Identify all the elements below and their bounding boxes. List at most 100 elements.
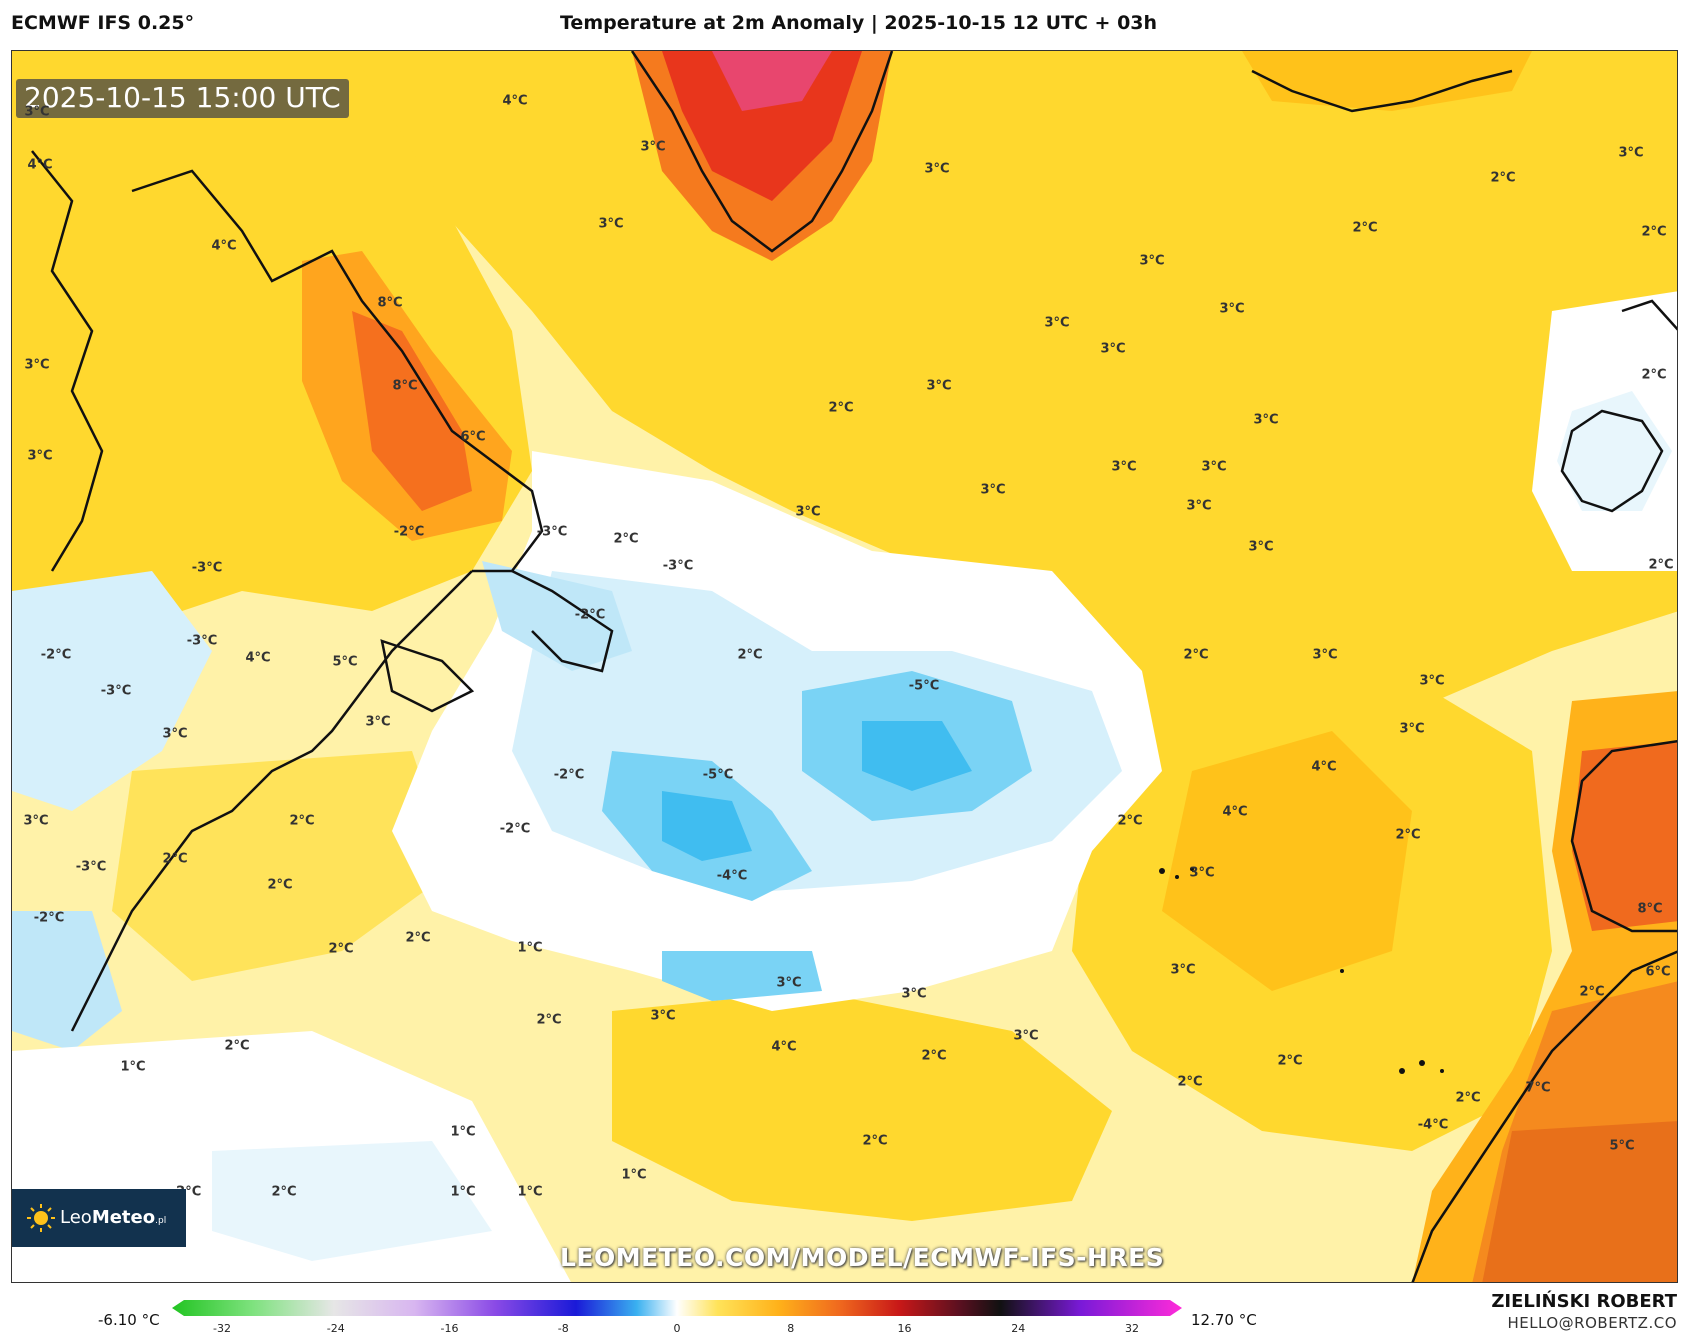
contour-label: 3°C [23, 813, 49, 829]
contour-label: 2°C [536, 1012, 562, 1028]
iceland-warm [1242, 51, 1532, 111]
contour-label: -2°C [393, 524, 425, 540]
warm-zone-south [612, 991, 1112, 1221]
scale-max-label: 12.70 °C [1191, 1311, 1257, 1329]
contour-label: 4°C [1311, 759, 1337, 775]
contour-label: 2°C [1579, 984, 1605, 1000]
contour-label: 3°C [901, 986, 927, 1002]
scale-tick: 0 [673, 1322, 681, 1335]
contour-label: 2°C [405, 930, 431, 946]
contour-label: -2°C [33, 910, 65, 926]
contour-label: 3°C [1312, 647, 1338, 663]
contour-label: 3°C [1139, 253, 1165, 269]
contour-label: 3°C [640, 139, 666, 155]
contour-label: 3°C [27, 448, 53, 464]
contour-label: -3°C [191, 560, 223, 576]
iceland-coast [1251, 69, 1513, 113]
contour-label: -3°C [662, 558, 694, 574]
contour-label: 3°C [365, 714, 391, 730]
leometeo-logo: LeoMeteo.pl [12, 1189, 186, 1247]
contour-label: 5°C [332, 654, 358, 670]
coastlines [31, 51, 1677, 1282]
contour-label: 4°C [211, 238, 237, 254]
contour-label: 2°C [224, 1038, 250, 1054]
contour-label: 3°C [776, 975, 802, 991]
contour-label: 1°C [517, 1184, 543, 1200]
contour-label: -5°C [908, 678, 940, 694]
contour-label: 2°C [1395, 827, 1421, 843]
contour-label: 2°C [1352, 220, 1378, 236]
warm-core-azores [1162, 731, 1412, 991]
contour-label: 2°C [613, 531, 639, 547]
contour-label: 3°C [1013, 1028, 1039, 1044]
us-east-coast [70, 570, 473, 1032]
header: ECMWF IFS 0.25° Temperature at 2m Anomal… [0, 0, 1689, 48]
contour-label: 3°C [926, 378, 952, 394]
contour-label: 3°C [795, 504, 821, 520]
contour-label: -3°C [75, 859, 107, 875]
contour-label: 3°C [24, 104, 50, 120]
contour-label: -3°C [100, 683, 132, 699]
contour-label: 3°C [1186, 498, 1212, 514]
contour-label: 8°C [377, 295, 403, 311]
contour-label: 1°C [120, 1059, 146, 1075]
contour-label: -2°C [40, 647, 72, 663]
labrador-coast [131, 169, 544, 573]
contour-label: 3°C [1170, 962, 1196, 978]
contour-label: 1°C [517, 940, 543, 956]
cool-zone-newfoundland [482, 561, 632, 671]
contour-label: 3°C [1618, 145, 1644, 161]
contour-label: 3°C [1189, 865, 1215, 881]
greenland-coast [630, 51, 894, 253]
contour-label: 3°C [24, 357, 50, 373]
islands [1159, 867, 1444, 1074]
scotland-coast [1621, 299, 1677, 331]
contour-label: 6°C [1645, 964, 1671, 980]
anomaly-field [12, 51, 1677, 1282]
contour-label: 2°C [1648, 557, 1674, 573]
cool-zone-southwest [212, 1141, 492, 1261]
contour-label: 2°C [828, 400, 854, 416]
contour-label: 3°C [650, 1008, 676, 1024]
contour-label: -3°C [186, 633, 218, 649]
contour-label: 2°C [289, 813, 315, 829]
greenland-hot [662, 51, 862, 201]
map-title: Temperature at 2m Anomaly | 2025-10-15 1… [560, 12, 1158, 34]
contour-label: 2°C [1183, 647, 1209, 663]
iberia-coast [1570, 740, 1677, 933]
contour-label: 4°C [27, 157, 53, 173]
contour-label: 2°C [267, 877, 293, 893]
scale-tick: 32 [1125, 1322, 1139, 1335]
scale-tick: -16 [440, 1322, 459, 1335]
contour-label: 2°C [1490, 170, 1516, 186]
author-name: ZIELIŃSKI ROBERT [1491, 1291, 1677, 1312]
legend-bar: -6.10 °C -32 -24 -16- [0, 1285, 1689, 1338]
color-scale [172, 1300, 1182, 1316]
labrador-hot [352, 311, 472, 511]
contour-label: 2°C [737, 647, 763, 663]
author-email: HELLO@ROBERTZ.CO [1507, 1314, 1677, 1332]
newfoundland-coast [511, 569, 614, 673]
map-panel[interactable]: 2025-10-15 15:00 UTC 4°C 3°C 3°C 3°C 4°C 3°C 3… [11, 50, 1678, 1283]
contour-label: 1°C [621, 1167, 647, 1183]
contour-label: 3°C [1219, 301, 1245, 317]
contour-label: 3°C [980, 482, 1006, 498]
contour-label: 2°C [1117, 813, 1143, 829]
contour-label: 8°C [392, 378, 418, 394]
contour-label: 2°C [271, 1184, 297, 1200]
contour-label: 4°C [771, 1039, 797, 1055]
contour-label: 3°C [1253, 412, 1279, 428]
source-watermark: LEOMETEO.COM/MODEL/ECMWF-IFS-HRES [560, 1243, 1165, 1272]
contour-label: 3°C [1100, 341, 1126, 357]
cool-zone-carolina [12, 911, 122, 1051]
contour-label: -4°C [716, 868, 748, 884]
warm-zone-north [352, 51, 1677, 811]
contour-label: 2°C [1455, 1090, 1481, 1106]
contour-label: 1°C [450, 1124, 476, 1140]
valid-time-badge: 2025-10-15 15:00 UTC [16, 79, 349, 118]
contour-label: 3°C [924, 161, 950, 177]
contour-label: -2°C [499, 821, 531, 837]
scale-tick: 8 [787, 1322, 795, 1335]
cold-pool-south [662, 951, 822, 1001]
contour-label: 2°C [328, 941, 354, 957]
